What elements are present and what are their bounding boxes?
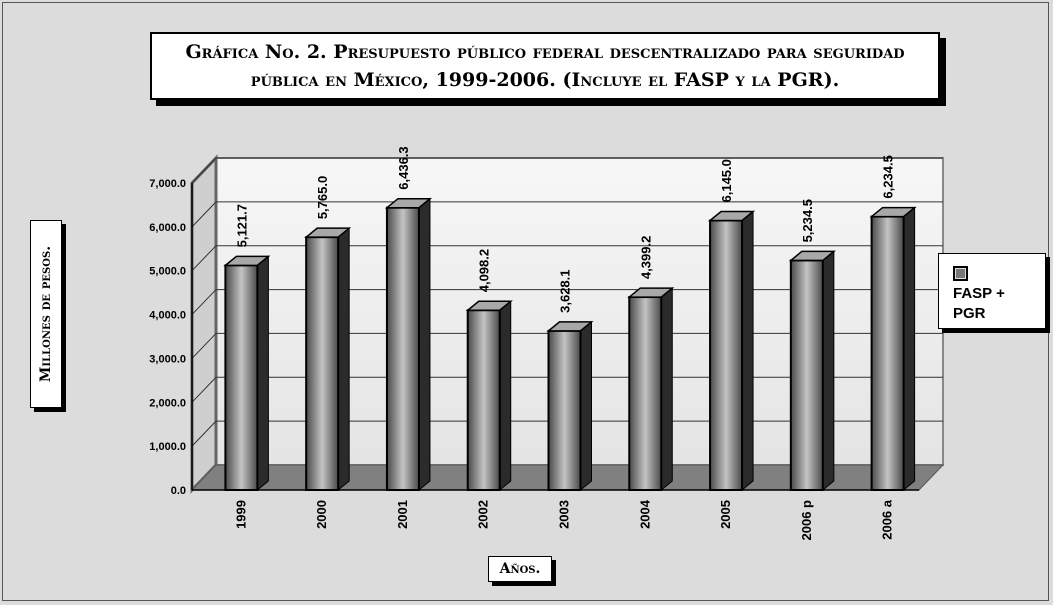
gridline-side [191,376,217,403]
bar [305,236,340,491]
y-axis-label-box: Millones de pesos. [30,220,62,408]
y-tick-label: 5,000.0 [149,266,186,278]
bar [385,206,420,492]
bar-side [580,320,592,492]
data-label: 5,234.5 [800,199,815,242]
bar-side [499,300,512,492]
bar-side [660,287,673,492]
legend-label: FASP + PGR [953,285,1005,322]
bar-top [384,197,433,209]
y-tick-label: 3,000.0 [149,353,186,365]
x-tick-label: 2001 [395,500,410,529]
data-label: 6,234.5 [881,155,896,198]
bar-top [465,300,513,312]
data-label: 6,436.3 [396,146,411,189]
bar-side [337,227,350,492]
bar-side [741,210,754,492]
x-axis-label: Años. [488,556,552,582]
y-tick-label: 6,000.0 [149,222,186,234]
data-label: 4,399.2 [638,236,653,279]
data-label: 6,145.0 [719,159,734,202]
legend: FASP + PGR [938,253,1046,329]
side-wall [190,154,218,494]
x-tick-label: 2005 [718,500,733,529]
data-label: 4,098.2 [477,249,492,292]
y-tick-label: 0.0 [171,485,186,497]
bar [628,296,663,491]
bar-top [707,210,756,222]
bar [547,329,582,491]
x-tick-label: 2004 [637,499,652,529]
y-tick-label: 1,000.0 [149,441,186,453]
y-axis-label: Millones de pesos. [38,245,54,383]
bar-top [304,227,352,238]
gridline-side [191,289,217,315]
data-label: 5,765.0 [315,176,330,219]
bar-side [903,206,916,492]
data-label: 3,628.1 [558,270,573,313]
data-label: 5,121.7 [234,204,249,247]
bar [789,259,824,491]
y-tick-label: 7,000.0 [149,178,186,190]
bar-top [546,321,594,332]
bar-side [822,250,835,492]
gridline-side [191,201,217,228]
bar-top [627,287,675,298]
bar-side [418,197,431,492]
bar-side [256,255,269,492]
bar [224,264,259,491]
x-tick-label: 1999 [233,500,248,529]
y-tick-label: 2,000.0 [149,397,186,409]
x-tick-label: 2006 p [799,500,814,541]
x-tick-label: 2002 [476,500,491,529]
bar [466,309,501,491]
gridline-side [191,420,217,447]
x-tick-label: 2000 [314,500,329,529]
bar-top [223,255,271,267]
x-tick-label: 2006 a [880,499,895,540]
bar [870,215,905,492]
gridline-side [191,245,217,272]
bar-top [869,206,917,218]
legend-swatch [953,266,968,281]
gridline-side [191,157,217,184]
bar-top [788,250,836,262]
gridline-side [191,333,217,359]
y-tick-label: 4,000.0 [149,310,186,322]
x-tick-label: 2003 [557,500,572,529]
bar [709,219,744,491]
chart-title: Gráfica No. 2. Presupuesto público feder… [150,32,940,100]
